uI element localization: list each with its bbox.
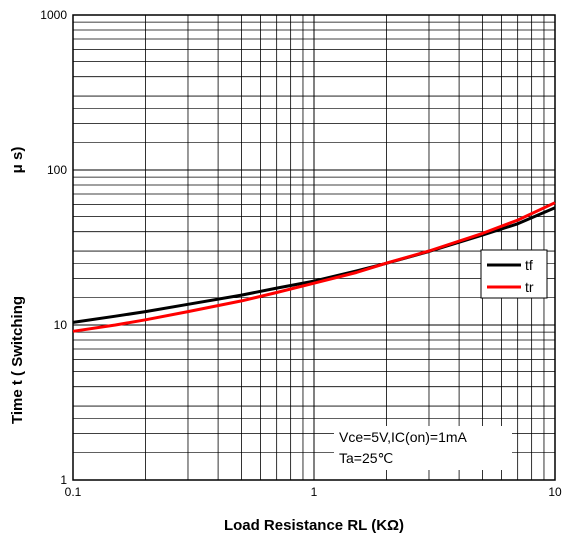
annotation-conditions: Vce=5V,IC(on)=1mA <box>339 429 468 445</box>
y-axis-title-right: μ s) <box>9 147 26 174</box>
plot-frame <box>72 14 556 481</box>
x-tick-label: 1 <box>311 485 318 499</box>
annotation-box: Vce=5V,IC(on)=1mA Ta=25℃ <box>334 426 512 470</box>
legend-box <box>480 249 548 299</box>
x-axis-title: Load Resistance RL (KΩ) <box>224 517 404 534</box>
y-tick-label: 1 <box>60 473 67 487</box>
x-tick-label: 0.1 <box>65 485 82 499</box>
legend-label-tr: tr <box>525 279 534 295</box>
legend-label-tf: tf <box>525 257 533 273</box>
series-line-tf <box>72 206 556 324</box>
y-tick-label: 1000 <box>40 8 67 22</box>
grid <box>72 15 555 481</box>
y-tick-label: 100 <box>47 163 67 177</box>
annotation-background <box>334 426 512 470</box>
annotation-temperature: Ta=25℃ <box>339 450 393 466</box>
series-lines <box>72 201 556 333</box>
y-tick-label: 10 <box>54 318 68 332</box>
legend: tf tr <box>480 249 548 299</box>
x-tick-label: 10 <box>548 485 562 499</box>
series-line-tr <box>72 201 556 333</box>
y-axis-title-left: Time t ( Switching <box>9 296 26 424</box>
